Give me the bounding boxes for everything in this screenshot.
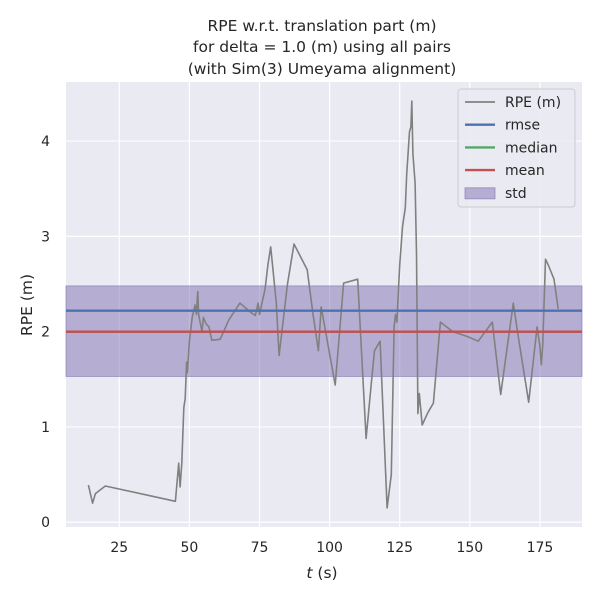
legend-swatch-std — [464, 187, 496, 200]
y-tick-label: 4 — [41, 134, 50, 150]
legend: RPE (m) rmse median mean std — [457, 88, 576, 208]
legend-label-rmse: rmse — [505, 118, 540, 134]
legend-label-mean: mean — [505, 163, 545, 179]
x-axis-label-italic: t — [306, 564, 313, 582]
x-tick-label: 150 — [456, 540, 483, 556]
chart-title-line-2: for delta = 1.0 (m) using all pairs — [193, 38, 451, 56]
x-tick-label: 75 — [251, 540, 269, 556]
legend-label-median: median — [505, 140, 557, 156]
legend-label-rpe: RPE (m) — [505, 95, 561, 111]
legend-label-std: std — [505, 186, 527, 202]
stat-lines-layer — [66, 309, 582, 333]
y-tick-label: 0 — [41, 515, 50, 531]
x-axis-label-unit: (s) — [312, 564, 337, 582]
chart-title: RPE w.r.t. translation part (m) for delt… — [188, 17, 457, 78]
x-tick-label: 50 — [180, 540, 198, 556]
x-tick-label: 175 — [527, 540, 554, 556]
chart-title-line-3: (with Sim(3) Umeyama alignment) — [188, 60, 457, 78]
x-tick-label: 100 — [316, 540, 343, 556]
y-tick-label: 2 — [41, 325, 50, 341]
y-tick-labels: 0 1 2 3 4 — [41, 134, 50, 531]
x-tick-labels: 25 50 75 100 125 150 175 — [110, 540, 553, 556]
x-tick-label: 125 — [386, 540, 413, 556]
chart-title-line-1: RPE w.r.t. translation part (m) — [207, 17, 436, 35]
x-axis-label: t (s) — [306, 564, 337, 582]
x-tick-label: 25 — [110, 540, 128, 556]
y-tick-label: 1 — [41, 420, 50, 436]
y-tick-label: 3 — [41, 229, 50, 245]
legend-box — [457, 88, 576, 208]
y-axis-label: RPE (m) — [18, 274, 36, 336]
